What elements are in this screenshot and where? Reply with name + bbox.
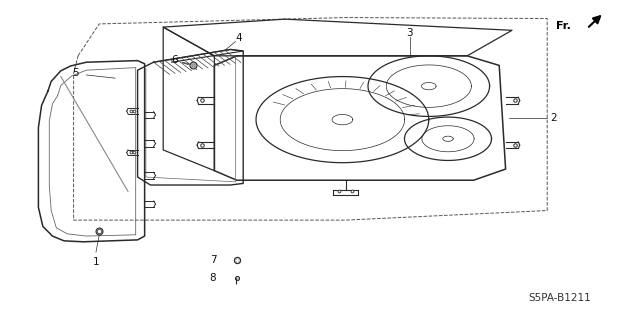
Text: 3: 3	[406, 28, 413, 39]
Text: Fr.: Fr.	[556, 21, 571, 31]
Text: 5: 5	[72, 68, 79, 78]
Text: 8: 8	[210, 273, 216, 283]
Text: 4: 4	[236, 33, 242, 43]
Text: 1: 1	[93, 256, 99, 267]
Text: 6: 6	[172, 55, 178, 65]
Text: 2: 2	[550, 113, 557, 123]
Text: S5PA-B1211: S5PA-B1211	[529, 293, 591, 303]
Text: 7: 7	[210, 255, 216, 265]
